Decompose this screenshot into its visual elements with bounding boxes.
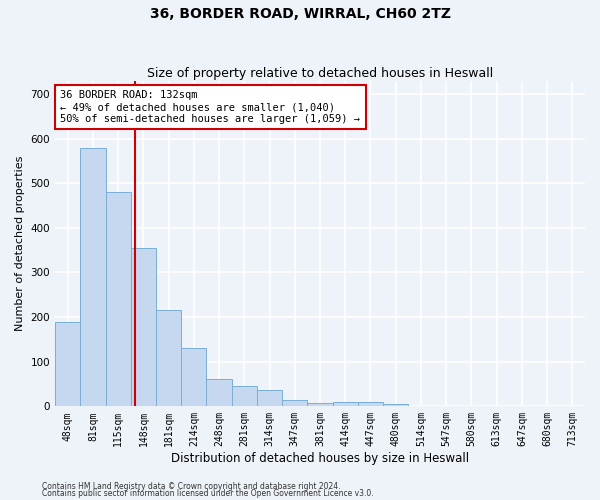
Text: Contains public sector information licensed under the Open Government Licence v3: Contains public sector information licen… — [42, 490, 374, 498]
Bar — [358, 402, 383, 406]
Title: Size of property relative to detached houses in Heswall: Size of property relative to detached ho… — [147, 66, 493, 80]
Bar — [80, 148, 106, 406]
Bar — [332, 402, 358, 406]
Bar — [131, 248, 156, 406]
Bar — [206, 378, 232, 406]
Bar — [383, 404, 409, 406]
Text: Contains HM Land Registry data © Crown copyright and database right 2024.: Contains HM Land Registry data © Crown c… — [42, 482, 341, 491]
Bar — [106, 192, 131, 406]
Bar — [232, 386, 257, 406]
Bar — [307, 403, 332, 406]
Bar — [257, 390, 282, 406]
Text: 36 BORDER ROAD: 132sqm
← 49% of detached houses are smaller (1,040)
50% of semi-: 36 BORDER ROAD: 132sqm ← 49% of detached… — [61, 90, 361, 124]
X-axis label: Distribution of detached houses by size in Heswall: Distribution of detached houses by size … — [171, 452, 469, 465]
Bar — [282, 400, 307, 406]
Bar — [156, 310, 181, 406]
Y-axis label: Number of detached properties: Number of detached properties — [15, 156, 25, 331]
Bar — [181, 348, 206, 406]
Text: 36, BORDER ROAD, WIRRAL, CH60 2TZ: 36, BORDER ROAD, WIRRAL, CH60 2TZ — [149, 8, 451, 22]
Bar — [55, 322, 80, 406]
